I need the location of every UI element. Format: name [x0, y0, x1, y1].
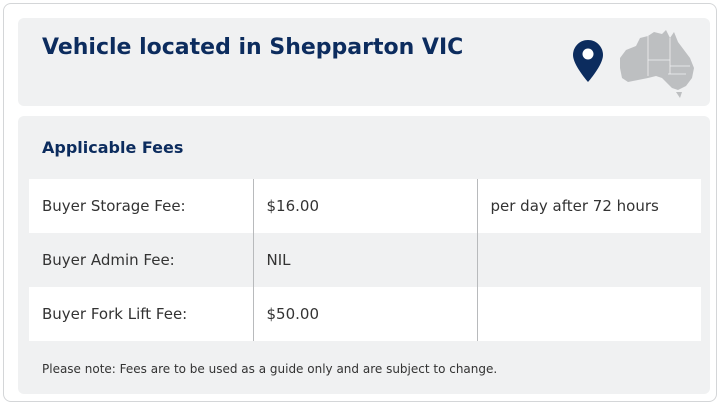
fee-amount: NIL	[252, 233, 477, 287]
fee-amount: $16.00	[252, 179, 477, 233]
fee-amount: $50.00	[252, 287, 477, 341]
location-title: Vehicle located in Shepparton VIC	[42, 35, 464, 60]
location-header: Vehicle located in Shepparton VIC	[18, 18, 710, 106]
fee-label: Buyer Fork Lift Fee:	[29, 287, 253, 341]
fee-label: Buyer Storage Fee:	[29, 179, 253, 233]
table-row: Buyer Fork Lift Fee: $50.00	[29, 287, 701, 341]
fees-title: Applicable Fees	[42, 138, 184, 157]
map-pin-icon	[573, 40, 603, 82]
table-row: Buyer Admin Fee: NIL	[29, 233, 701, 287]
fee-note: per day after 72 hours	[476, 179, 701, 233]
fees-table: Buyer Storage Fee: $16.00 per day after 72…	[29, 179, 701, 341]
disclaimer: Please note: Fees are to be used as a gu…	[42, 362, 498, 376]
fees-card: Vehicle located in Shepparton VIC Applic…	[3, 3, 717, 402]
fee-note	[476, 233, 701, 287]
applicable-fees-panel: Applicable Fees Buyer Storage Fee: $16.00…	[18, 116, 710, 394]
table-row: Buyer Storage Fee: $16.00 per day after 72…	[29, 179, 701, 233]
fee-label: Buyer Admin Fee:	[42, 251, 175, 269]
australia-map-icon	[620, 30, 694, 98]
fee-note	[476, 287, 701, 341]
